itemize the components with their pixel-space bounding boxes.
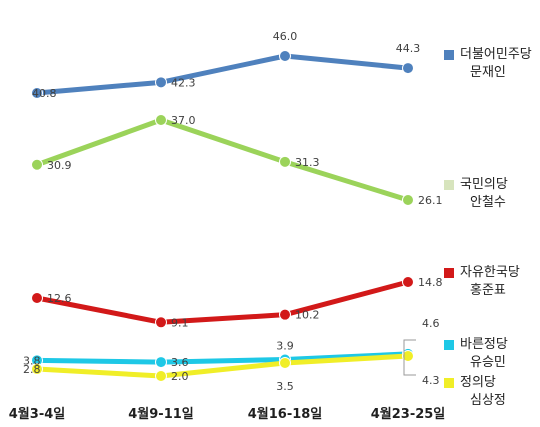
legend-label-moon-0: 더불어민주당	[460, 47, 532, 62]
legend-label-sim-1: 심상정	[470, 393, 506, 408]
data-label-ahn-2: 31.3	[295, 156, 320, 169]
data-label-yoo-0: 3.8	[23, 354, 41, 367]
legend-label-ahn-1: 안철수	[470, 195, 506, 210]
legend-label-yoo-0: 바른정당	[460, 337, 508, 352]
data-point-moon-1	[155, 76, 167, 89]
data-point-sim-1	[155, 370, 167, 382]
x-tick-label-1: 4월9-11일	[128, 406, 194, 422]
data-point-moon-0	[31, 87, 43, 99]
data-point-sim-3	[402, 350, 414, 362]
series-line-yoo	[34, 351, 411, 365]
data-label-ahn-0: 30.9	[47, 159, 72, 172]
x-tick-label-3: 4월23-25일	[371, 406, 446, 422]
legend-label-hong-1: 홍준표	[470, 283, 506, 298]
data-label-hong-1: 9.1	[171, 316, 189, 329]
data-label-layer: 40.8 42.3 46.0 44.3 30.9 37.0 31.3 26.1 12.6 9.1 1…	[23, 30, 443, 393]
data-label-yoo-1: 3.6	[171, 356, 189, 369]
data-point-ahn-2	[279, 155, 291, 168]
data-point-moon-2	[279, 50, 291, 62]
series-line-moon	[34, 53, 411, 96]
data-point-ahn-1	[155, 114, 167, 126]
label-bracket	[403, 339, 416, 376]
legend-swatch-yoo	[444, 340, 454, 350]
x-tick-label-0: 4월3-4일	[9, 406, 65, 422]
data-label-hong-2: 10.2	[295, 309, 320, 322]
data-label-sim-3: 4.3	[422, 374, 440, 387]
data-point-sim-2	[279, 356, 291, 369]
legend-swatch-hong	[444, 268, 454, 278]
data-label-moon-2: 46.0	[273, 30, 298, 43]
data-label-ahn-1: 37.0	[171, 114, 196, 127]
data-label-sim-1: 2.0	[171, 370, 189, 383]
data-label-hong-0: 12.6	[47, 292, 72, 305]
legend-label-sim-0: 정의당	[460, 375, 496, 390]
data-point-hong-1	[155, 316, 167, 329]
legend-label-ahn-0: 국민의당	[460, 177, 508, 192]
data-point-hong-2	[279, 308, 291, 321]
legend-label-moon-1: 문재인	[470, 65, 506, 80]
data-label-moon-1: 42.3	[171, 76, 196, 89]
legend-label-yoo-1: 유승민	[470, 355, 506, 370]
data-label-yoo-2: 3.9	[276, 339, 294, 352]
data-label-hong-3: 14.8	[418, 276, 443, 289]
data-point-hong-0	[31, 292, 43, 304]
data-point-sim-0	[31, 363, 43, 376]
legend-swatch-sim	[444, 378, 454, 388]
legend-swatch-moon	[444, 50, 454, 60]
data-point-ahn-0	[31, 158, 43, 171]
data-label-moon-3: 44.3	[396, 42, 421, 55]
x-tick-label-2: 4월16-18일	[248, 406, 323, 422]
data-point-hong-3	[402, 276, 414, 288]
x-axis-labels: 4월3-4일 4월9-11일 4월16-18일 4월23-25일	[9, 406, 446, 422]
data-label-yoo-3: 4.6	[422, 317, 440, 330]
data-label-ahn-3: 26.1	[418, 194, 443, 207]
series-layer	[31, 50, 414, 382]
data-label-moon-0: 40.8	[32, 87, 57, 100]
data-label-sim-0: 2.8	[23, 363, 41, 376]
legend-label-hong-0: 자유한국당	[460, 265, 520, 280]
legend-swatch-ahn	[444, 180, 454, 190]
data-point-yoo-1	[155, 356, 167, 369]
series-line-sim	[34, 353, 411, 379]
series-line-ahn	[34, 117, 411, 203]
data-point-moon-3	[402, 62, 414, 75]
series-line-hong	[34, 279, 411, 325]
data-point-ahn-3	[402, 194, 414, 206]
data-label-sim-2: 3.5	[276, 380, 294, 393]
